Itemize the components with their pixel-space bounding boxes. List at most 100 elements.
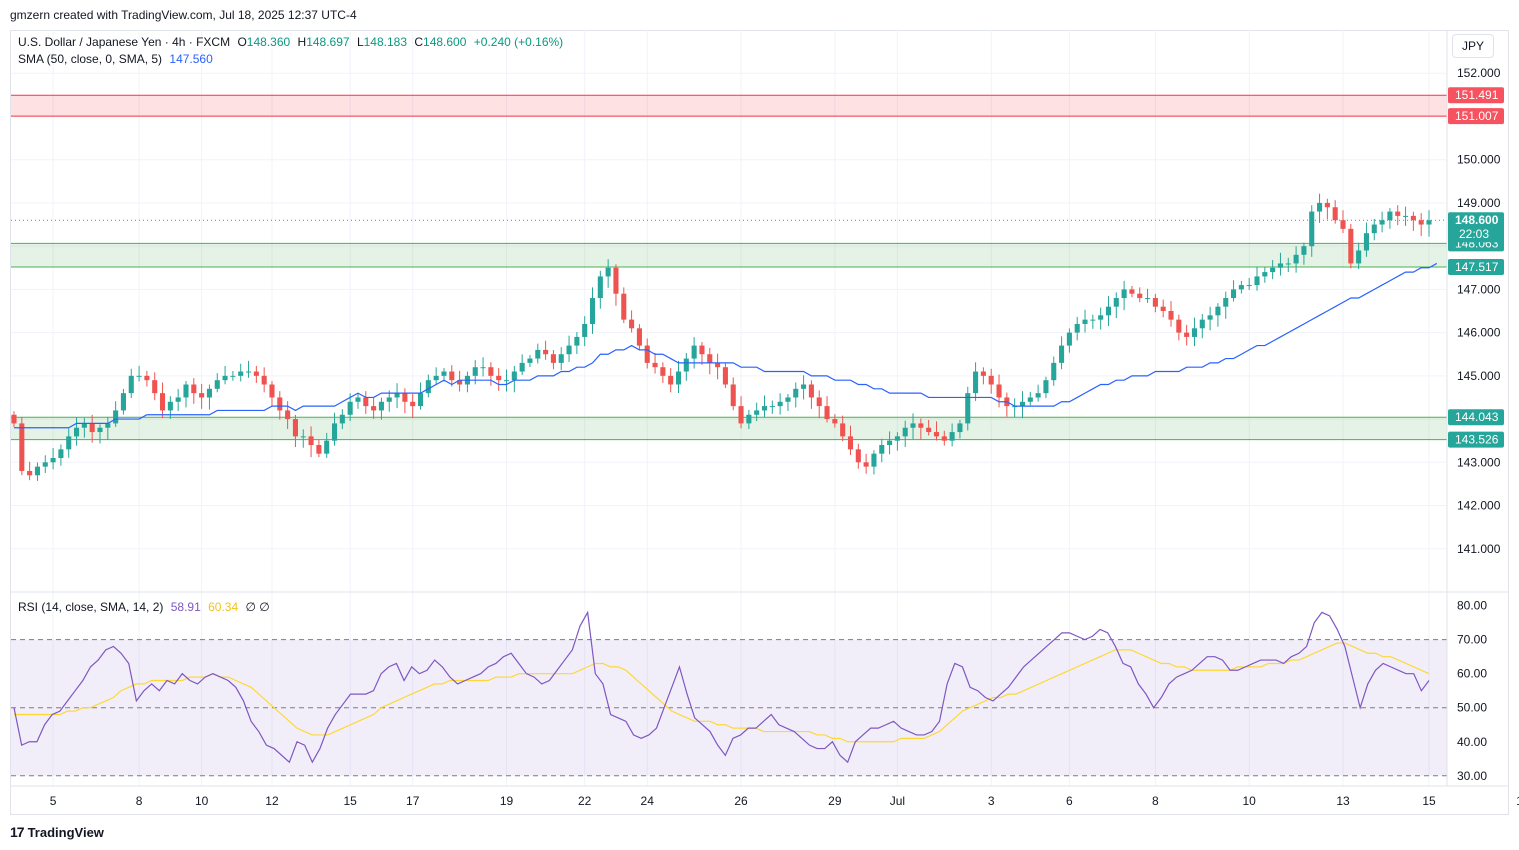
candle-body xyxy=(1371,224,1377,234)
candle-body xyxy=(519,362,525,372)
candle-body xyxy=(1262,272,1268,277)
candle-body xyxy=(1090,319,1096,321)
axes: 141.000142.000143.000144.000145.000146.0… xyxy=(11,30,1519,808)
candle-body xyxy=(222,375,228,381)
time-tick-label: 8 xyxy=(1152,794,1159,808)
candle-body xyxy=(879,445,885,454)
rsi-tick-label: 30.00 xyxy=(1457,769,1487,783)
candle-body xyxy=(597,276,603,299)
sma-line xyxy=(14,262,1438,429)
candle-body xyxy=(386,397,392,402)
candle-body xyxy=(1363,233,1369,251)
rsi-tick-label: 40.00 xyxy=(1457,735,1487,749)
footer-brand-name: TradingView xyxy=(27,824,104,840)
candle-body xyxy=(1223,298,1229,307)
candle-body xyxy=(167,401,173,411)
countdown-text: 22:03 xyxy=(1459,227,1489,241)
candle-body xyxy=(707,354,713,363)
candle-body xyxy=(558,354,564,363)
candle-body xyxy=(965,393,971,424)
candle-body xyxy=(378,401,384,411)
rsi-sma-value: 60.34 xyxy=(208,600,239,614)
candle-body xyxy=(261,375,267,385)
time-tick-label: 17 xyxy=(1516,794,1519,808)
candle-body xyxy=(1098,315,1104,320)
price-tick-label: 142.000 xyxy=(1457,499,1501,513)
candle-body xyxy=(27,470,33,476)
candle-body xyxy=(973,371,979,394)
candle-body xyxy=(550,354,556,363)
zone-support xyxy=(11,417,1447,440)
price-tick-label: 143.000 xyxy=(1457,455,1501,469)
candle-body xyxy=(42,462,48,467)
price-tick-label: 145.000 xyxy=(1457,369,1501,383)
low-label: L xyxy=(356,35,364,49)
candle-body xyxy=(566,345,572,355)
candle-body xyxy=(1403,215,1409,217)
candle-body xyxy=(214,380,220,389)
footer-brand[interactable]: 17 TradingView xyxy=(10,824,104,840)
candle-body xyxy=(1301,246,1307,255)
candle-body xyxy=(894,436,900,441)
candle-body xyxy=(183,384,189,398)
candle-body xyxy=(402,393,408,402)
candle-body xyxy=(652,362,658,368)
candle-body xyxy=(316,445,322,454)
price-zones xyxy=(11,94,1447,441)
candle-body xyxy=(1152,298,1158,307)
candle-body xyxy=(1129,289,1135,294)
zone-price-tag-text: 143.526 xyxy=(1455,433,1499,447)
candle-body xyxy=(245,371,252,373)
candle-body xyxy=(1184,332,1190,337)
candle-body xyxy=(433,375,439,381)
candle-body xyxy=(503,380,510,382)
candle-body xyxy=(1043,380,1049,394)
candle-body xyxy=(144,375,150,381)
candle-body xyxy=(58,449,64,458)
candle-body xyxy=(863,462,869,467)
close-label: C xyxy=(414,35,424,49)
candle-body xyxy=(980,371,986,376)
candle-body xyxy=(308,436,314,446)
candle-body xyxy=(1035,393,1041,398)
candle-body xyxy=(636,328,642,346)
candle-body xyxy=(1160,306,1166,311)
candle-body xyxy=(191,384,197,394)
candle-body xyxy=(855,449,861,463)
candle-body xyxy=(199,393,205,398)
candle-body xyxy=(417,393,424,407)
time-tick-label: 10 xyxy=(1243,794,1257,808)
candle-body xyxy=(1418,220,1424,225)
price-tick-label: 141.000 xyxy=(1457,542,1501,556)
candle-body xyxy=(589,298,596,324)
candle-body xyxy=(988,375,994,385)
candle-body xyxy=(746,414,752,424)
time-tick-label: 22 xyxy=(578,794,592,808)
candle-body xyxy=(1176,319,1182,333)
open-label: O xyxy=(237,35,247,49)
candle-body xyxy=(1309,211,1315,247)
candle-body xyxy=(1051,362,1057,381)
sma-label: SMA (50, close, 0, SMA, 5) xyxy=(18,52,163,66)
candle-body xyxy=(543,349,549,355)
rsi-label: RSI (14, close, SMA, 14, 2) xyxy=(18,600,164,614)
sma-legend: SMA (50, close, 0, SMA, 5) 147.560 xyxy=(18,52,217,66)
close-value: 148.600 xyxy=(423,35,467,49)
change-value: +0.240 (+0.16%) xyxy=(473,35,564,49)
candle-body xyxy=(785,397,791,402)
time-tick-label: 3 xyxy=(988,794,995,808)
high-value: 148.697 xyxy=(306,35,350,49)
zone-price-tag xyxy=(1448,87,1504,104)
candle-body xyxy=(887,440,893,446)
candle-body xyxy=(1410,215,1416,221)
candle-body xyxy=(97,427,103,433)
candle-body xyxy=(691,345,697,359)
indicator-lines xyxy=(13,262,1438,764)
tradingview-logo-icon: 17 xyxy=(10,824,25,840)
candle-body xyxy=(754,410,760,415)
candle-body xyxy=(1215,306,1221,316)
time-tick-label: 15 xyxy=(1422,794,1436,808)
currency-button[interactable]: JPY xyxy=(1452,34,1494,58)
candle-body xyxy=(660,367,666,376)
